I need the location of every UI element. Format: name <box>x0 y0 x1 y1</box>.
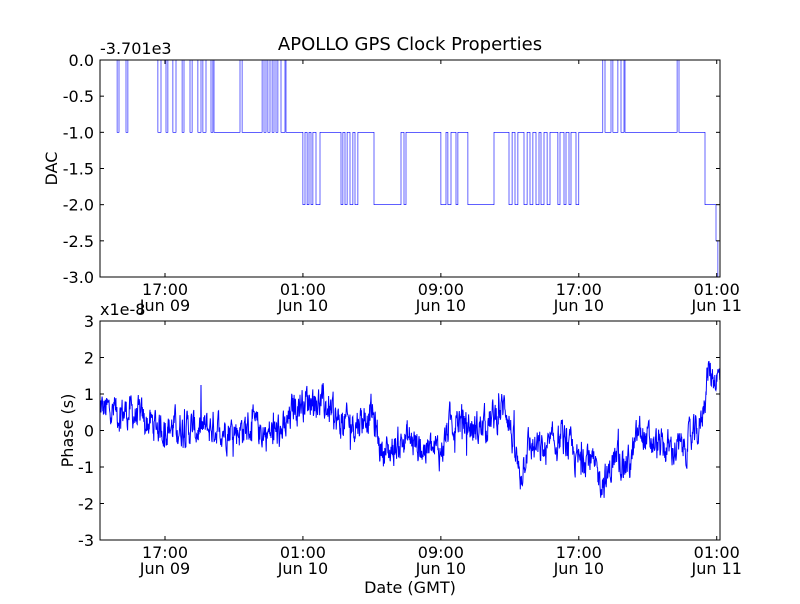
dac-xtick-label-date: Jun 10 <box>553 296 604 315</box>
phase-series-line <box>100 360 720 498</box>
dac-ytick-label: -1.5 <box>63 160 94 179</box>
dac-xtick-label-date: Jun 11 <box>690 296 741 315</box>
phase-xtick-label-time: 01:00 <box>694 543 740 562</box>
chart-title: APOLLO GPS Clock Properties <box>278 34 542 55</box>
phase-xtick-label-time: 17:00 <box>142 543 188 562</box>
dac-ytick-label: 0.0 <box>69 51 94 70</box>
dac-xtick-label-time: 01:00 <box>694 280 740 299</box>
dac-xtick-label-time: 09:00 <box>418 280 464 299</box>
phase-xtick-label-date: Jun 10 <box>553 559 604 578</box>
dac-xtick-label-time: 01:00 <box>280 280 326 299</box>
dac-xtick-label-date: Jun 10 <box>415 296 466 315</box>
dac-ytick-label: -1.0 <box>63 123 94 142</box>
phase-xtick-label-time: 01:00 <box>280 543 326 562</box>
dac-xtick-label-time: 17:00 <box>142 280 188 299</box>
phase-xlabel: Date (GMT) <box>364 578 456 597</box>
dac-ylabel: DAC <box>42 152 61 186</box>
phase-xtick-label-date: Jun 11 <box>690 559 741 578</box>
dac-xtick-label-date: Jun 10 <box>277 296 328 315</box>
dac-xtick-label-time: 17:00 <box>556 280 602 299</box>
phase-ytick-label: -3 <box>78 531 94 550</box>
dac-ytick-label: -2.5 <box>63 232 94 251</box>
phase-offset-label: x1e-8 <box>100 300 145 319</box>
dac-xtick-label-date: Jun 09 <box>139 296 190 315</box>
phase-ytick-label: 2 <box>84 349 94 368</box>
dac-ytick-label: -2.0 <box>63 196 94 215</box>
phase-ytick-label: -1 <box>78 458 94 477</box>
phase-ytick-label: 3 <box>84 312 94 331</box>
dac-series-line <box>100 60 720 277</box>
dac-ytick-label: -0.5 <box>63 87 94 106</box>
dac-ytick-label: -3.0 <box>63 268 94 287</box>
dac-offset-label: -3.701e3 <box>100 39 172 58</box>
phase-xtick-label-time: 17:00 <box>556 543 602 562</box>
phase-ylabel: Phase (s) <box>58 394 77 468</box>
phase-ytick-label: 1 <box>84 385 94 404</box>
phase-ytick-label: 0 <box>84 422 94 441</box>
phase-xtick-label-time: 09:00 <box>418 543 464 562</box>
phase-ytick-label: -2 <box>78 495 94 514</box>
phase-xtick-label-date: Jun 10 <box>277 559 328 578</box>
phase-xtick-label-date: Jun 09 <box>139 559 190 578</box>
phase-xtick-label-date: Jun 10 <box>415 559 466 578</box>
